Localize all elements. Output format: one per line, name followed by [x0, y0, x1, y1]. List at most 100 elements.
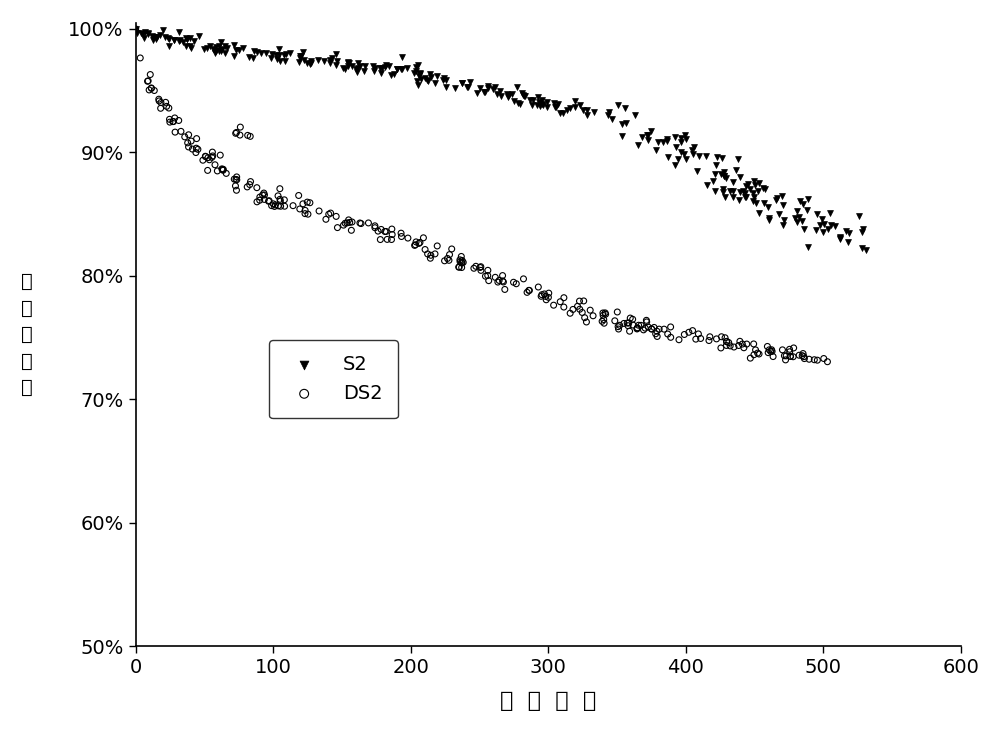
DS2 — [556, 301, 572, 313]
S2 — [715, 186, 731, 198]
S2 — [344, 60, 360, 72]
DS2 — [540, 291, 556, 303]
DS2 — [533, 291, 549, 302]
DS2 — [171, 115, 187, 127]
S2 — [820, 223, 836, 234]
DS2 — [637, 322, 653, 334]
S2 — [737, 187, 753, 199]
S2 — [746, 192, 762, 203]
S2 — [648, 144, 664, 156]
DS2 — [646, 321, 662, 333]
DS2 — [272, 195, 288, 207]
DS2 — [328, 211, 344, 223]
DS2 — [622, 313, 638, 324]
DS2 — [321, 209, 337, 220]
S2 — [667, 132, 683, 143]
S2 — [761, 214, 777, 225]
S2 — [178, 40, 194, 52]
DS2 — [370, 225, 386, 237]
S2 — [515, 89, 531, 100]
DS2 — [718, 340, 734, 351]
S2 — [751, 208, 767, 220]
S2 — [640, 134, 656, 146]
S2 — [429, 70, 445, 82]
DS2 — [713, 331, 729, 343]
DS2 — [786, 342, 802, 354]
DS2 — [487, 272, 503, 283]
DS2 — [299, 196, 315, 208]
DS2 — [201, 154, 217, 165]
S2 — [732, 171, 748, 182]
DS2 — [778, 354, 794, 366]
S2 — [296, 55, 312, 67]
S2 — [205, 42, 221, 54]
DS2 — [291, 190, 307, 201]
DS2 — [536, 288, 552, 300]
S2 — [713, 168, 729, 179]
S2 — [383, 70, 399, 81]
DS2 — [442, 249, 458, 261]
S2 — [552, 107, 568, 119]
DS2 — [270, 200, 286, 212]
DS2 — [323, 207, 339, 219]
S2 — [643, 125, 659, 137]
S2 — [822, 207, 838, 219]
S2 — [410, 79, 426, 91]
S2 — [676, 149, 692, 160]
DS2 — [415, 232, 431, 244]
S2 — [377, 61, 393, 73]
Legend: S2, DS2: S2, DS2 — [269, 340, 398, 419]
S2 — [539, 101, 555, 113]
DS2 — [506, 277, 522, 288]
S2 — [732, 186, 748, 198]
S2 — [178, 32, 194, 44]
DS2 — [721, 337, 737, 348]
DS2 — [180, 137, 196, 149]
DS2 — [190, 143, 206, 155]
S2 — [277, 55, 293, 67]
S2 — [208, 45, 224, 57]
DS2 — [408, 236, 424, 247]
DS2 — [625, 313, 641, 325]
S2 — [725, 191, 741, 203]
DS2 — [167, 126, 183, 138]
S2 — [799, 204, 815, 216]
DS2 — [452, 254, 468, 266]
S2 — [639, 129, 655, 141]
S2 — [146, 31, 162, 42]
DS2 — [480, 264, 496, 276]
S2 — [517, 90, 533, 102]
S2 — [202, 40, 218, 52]
S2 — [469, 86, 485, 98]
DS2 — [367, 222, 383, 234]
DS2 — [423, 250, 439, 261]
S2 — [504, 88, 520, 100]
S2 — [293, 51, 309, 62]
DS2 — [473, 264, 489, 276]
S2 — [731, 195, 747, 206]
S2 — [838, 225, 854, 236]
DS2 — [530, 281, 546, 293]
DS2 — [649, 331, 665, 343]
DS2 — [508, 278, 524, 290]
DS2 — [785, 351, 801, 362]
S2 — [854, 226, 870, 238]
DS2 — [495, 276, 511, 288]
S2 — [166, 34, 182, 45]
S2 — [567, 95, 583, 107]
DS2 — [782, 343, 798, 355]
S2 — [809, 208, 825, 220]
DS2 — [232, 130, 248, 141]
DS2 — [809, 354, 825, 366]
DS2 — [228, 127, 244, 139]
DS2 — [153, 97, 169, 108]
S2 — [217, 40, 233, 51]
S2 — [522, 94, 538, 106]
DS2 — [297, 208, 313, 220]
S2 — [438, 81, 454, 93]
S2 — [728, 165, 744, 176]
DS2 — [441, 255, 457, 266]
S2 — [161, 40, 177, 52]
DS2 — [764, 344, 780, 356]
DS2 — [570, 300, 586, 312]
